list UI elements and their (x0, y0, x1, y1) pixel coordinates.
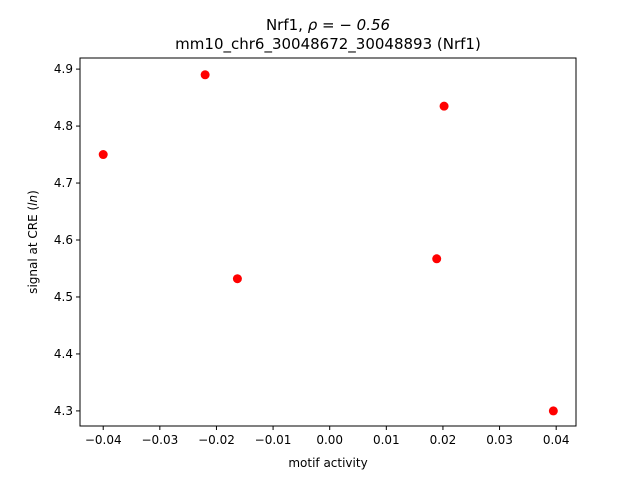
chart-title-line2: mm10_chr6_30048672_30048893 (Nrf1) (175, 35, 481, 54)
y-tick-label: 4.3 (54, 404, 73, 418)
y-axis-ticks: 4.3 4.4 4.5 4.6 4.7 4.8 4.9 (54, 62, 80, 418)
plot-area-frame (79, 57, 577, 427)
x-tick-label: −0.01 (255, 433, 292, 447)
data-point-5 (548, 406, 558, 416)
x-tick-label: 0.01 (373, 433, 400, 447)
x-axis-ticks: −0.04 −0.03 −0.02 −0.01 0.00 0.01 0.02 0.03 0.04 (85, 426, 570, 447)
x-tick-label: −0.03 (141, 433, 178, 447)
y-axis-label: signal at CRE (ln) (26, 190, 40, 294)
data-point-0 (98, 150, 108, 160)
x-tick-label: −0.04 (85, 433, 122, 447)
data-points (98, 70, 558, 416)
x-tick-label: 0.02 (430, 433, 457, 447)
y-tick-label: 4.9 (54, 62, 73, 76)
x-tick-label: 0.03 (486, 433, 513, 447)
y-tick-label: 4.8 (54, 119, 73, 133)
y-tick-label: 4.5 (54, 290, 73, 304)
data-point-3 (432, 254, 442, 264)
y-tick-label: 4.7 (54, 176, 73, 190)
x-tick-label: −0.02 (198, 433, 235, 447)
y-tick-label: 4.6 (54, 233, 73, 247)
data-point-2 (232, 274, 242, 284)
chart-title-line1: Nrf1, ρ = − 0.56 (266, 16, 390, 34)
data-point-4 (439, 101, 449, 111)
x-tick-label: 0.00 (316, 433, 343, 447)
x-tick-label: 0.04 (543, 433, 570, 447)
y-tick-label: 4.4 (54, 347, 73, 361)
x-axis-label: motif activity (288, 456, 367, 470)
data-point-1 (200, 70, 210, 80)
